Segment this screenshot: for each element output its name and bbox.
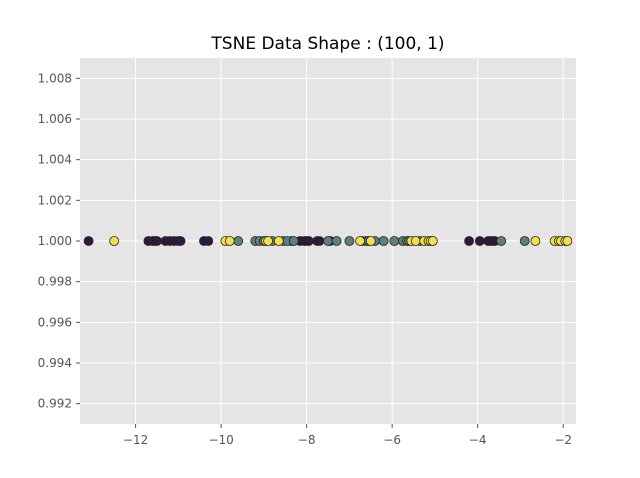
data-point	[496, 236, 507, 246]
data-point	[152, 236, 162, 246]
data-point	[410, 236, 421, 246]
y-tick-label: 1.008	[38, 71, 72, 85]
x-tick-label: −8	[298, 433, 316, 447]
y-tick-label: 0.992	[38, 397, 72, 411]
data-point	[331, 236, 342, 246]
data-point	[519, 236, 530, 246]
data-point	[464, 236, 475, 246]
data-point	[355, 236, 366, 246]
x-tick-label: −10	[208, 433, 233, 447]
y-tick-label: 0.998	[38, 275, 72, 289]
data-point	[365, 236, 376, 246]
y-tick-label: 1.006	[38, 112, 72, 126]
data-point	[427, 236, 438, 246]
x-tick-label: −6	[383, 433, 401, 447]
data-point	[323, 236, 333, 246]
y-tick-label: 1.000	[38, 234, 72, 248]
y-tick-label: 0.994	[38, 356, 72, 370]
chart-title: TSNE Data Shape : (100, 1)	[210, 34, 444, 54]
x-tick-label: −12	[123, 433, 148, 447]
data-point	[344, 236, 355, 246]
data-point	[83, 236, 94, 246]
y-axis-ticks: 0.992 0.994 0.996 0.998 1.000 1.002 1.004 1.006…	[38, 71, 80, 411]
data-point	[203, 236, 214, 246]
data-point	[175, 236, 186, 246]
data-point	[530, 236, 541, 246]
x-tick-label: −4	[469, 433, 487, 447]
x-axis-ticks: −12 −10 −8 −6 −4 −2	[123, 424, 572, 447]
data-point	[378, 236, 389, 246]
data-point	[233, 236, 244, 246]
y-tick-label: 1.004	[38, 153, 72, 167]
data-point	[303, 236, 314, 246]
data-point	[562, 236, 573, 246]
data-point	[273, 236, 284, 246]
x-tick-label: −2	[554, 433, 572, 447]
data-point	[314, 236, 325, 246]
y-tick-label: 1.002	[38, 193, 72, 207]
data-point	[474, 236, 485, 246]
scatter-points	[83, 236, 573, 246]
data-point	[224, 236, 235, 246]
data-point	[263, 236, 274, 246]
data-point	[288, 236, 299, 246]
y-tick-label: 0.996	[38, 315, 72, 329]
data-point	[389, 236, 400, 246]
data-point	[109, 236, 120, 246]
